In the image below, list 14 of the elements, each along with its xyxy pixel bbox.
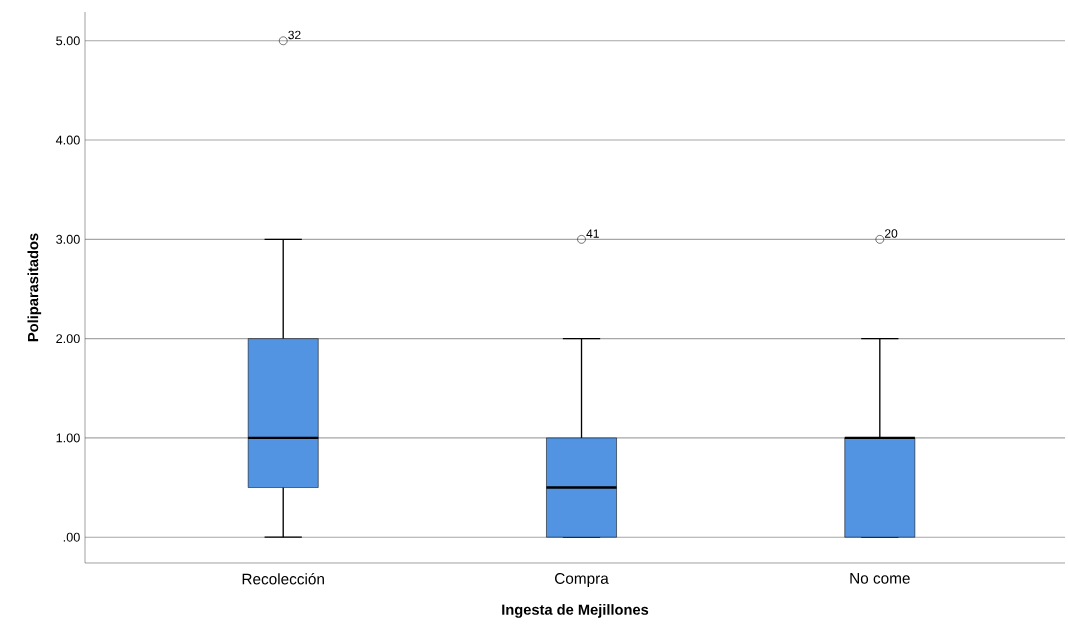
y-tick-label: 1.00 <box>56 433 80 443</box>
y-tick-label: 5.00 <box>56 36 80 46</box>
y-tick-label: 4.00 <box>55 135 80 145</box>
annotation: 32 <box>288 30 301 40</box>
annotation: 20 <box>885 229 898 238</box>
annotation: 41 <box>586 229 599 238</box>
y-tick-label: .00 <box>63 532 80 542</box>
x-tick-label: Compra <box>555 573 609 587</box>
x-tick-label: Recolección <box>242 573 324 585</box>
y-tick-label: 2.00 <box>56 334 80 344</box>
x-tick-label: No come <box>850 573 910 584</box>
x-axis-title: Ingesta de Mejillones <box>502 604 649 618</box>
y-axis-title: Poliparasitados <box>27 233 42 342</box>
y-tick-label: 3.00 <box>56 234 80 244</box>
